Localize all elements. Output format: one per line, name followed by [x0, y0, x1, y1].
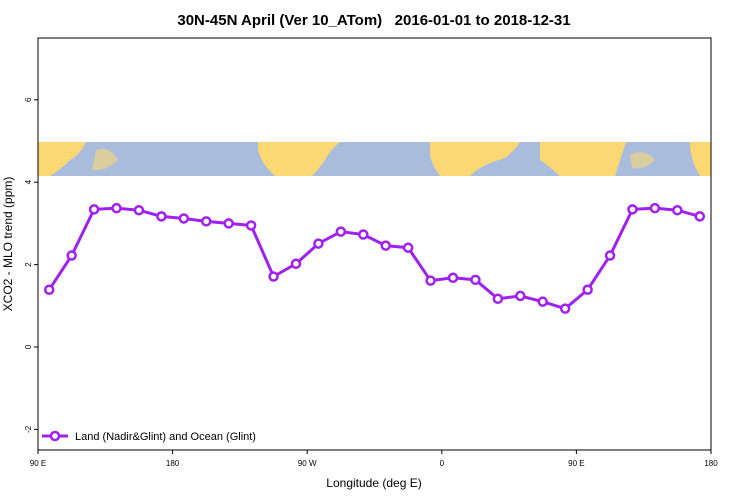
- data-point: [582, 284, 593, 295]
- data-point: [425, 275, 436, 286]
- data-point: [66, 250, 77, 261]
- data-point: [133, 204, 145, 216]
- data-point: [380, 240, 391, 251]
- data-point: [649, 202, 661, 214]
- x-axis-label: Longitude (deg E): [326, 476, 421, 490]
- data-point: [470, 274, 481, 286]
- x-tick-label: 90 E: [568, 459, 584, 468]
- data-point: [313, 238, 324, 249]
- y-tick-label: -2: [24, 425, 33, 433]
- data-point: [178, 213, 190, 224]
- x-tick-label: 180: [704, 459, 718, 468]
- data-point: [447, 272, 459, 284]
- legend-marker: [49, 430, 61, 442]
- data-point: [559, 303, 571, 314]
- data-point: [402, 242, 414, 253]
- data-point: [492, 293, 504, 305]
- x-tick-label: 180: [166, 459, 180, 468]
- plot-frame: [37, 37, 712, 451]
- y-tick-label: 4: [24, 179, 33, 184]
- y-tick-label: 6: [24, 97, 33, 102]
- x-tick-label: 90 W: [298, 459, 317, 468]
- data-point: [156, 211, 167, 222]
- data-point: [694, 211, 706, 222]
- legend: Land (Nadir&Glint) and Ocean (Glint): [42, 430, 256, 443]
- y-axis-label: XCO2 - MLO trend (ppm): [1, 177, 15, 312]
- legend-label: Land (Nadir&Glint) and Ocean (Glint): [75, 431, 256, 443]
- data-point: [268, 271, 279, 282]
- map-strip: [38, 142, 711, 176]
- y-tick-label: 2: [24, 262, 33, 267]
- y-tick-label: 0: [24, 344, 33, 349]
- data-point: [627, 204, 638, 215]
- data-point: [201, 216, 212, 227]
- data-point: [604, 250, 616, 261]
- x-tick-label: 90 E: [30, 459, 46, 468]
- data-point: [672, 204, 683, 216]
- data-point: [515, 290, 526, 302]
- data-point: [223, 218, 234, 229]
- data-point: [537, 296, 548, 307]
- data-point: [290, 258, 302, 270]
- data-point: [88, 204, 100, 215]
- data-point: [245, 220, 257, 231]
- data-point: [358, 229, 369, 240]
- x-tick-label: 0: [440, 459, 445, 468]
- data-point: [335, 226, 347, 237]
- data-line: [47, 206, 701, 311]
- chart-title: 30N-45N April (Ver 10_ATom) 2016-01-01 t…: [177, 12, 570, 29]
- data-point: [111, 202, 122, 214]
- data-point: [43, 284, 55, 295]
